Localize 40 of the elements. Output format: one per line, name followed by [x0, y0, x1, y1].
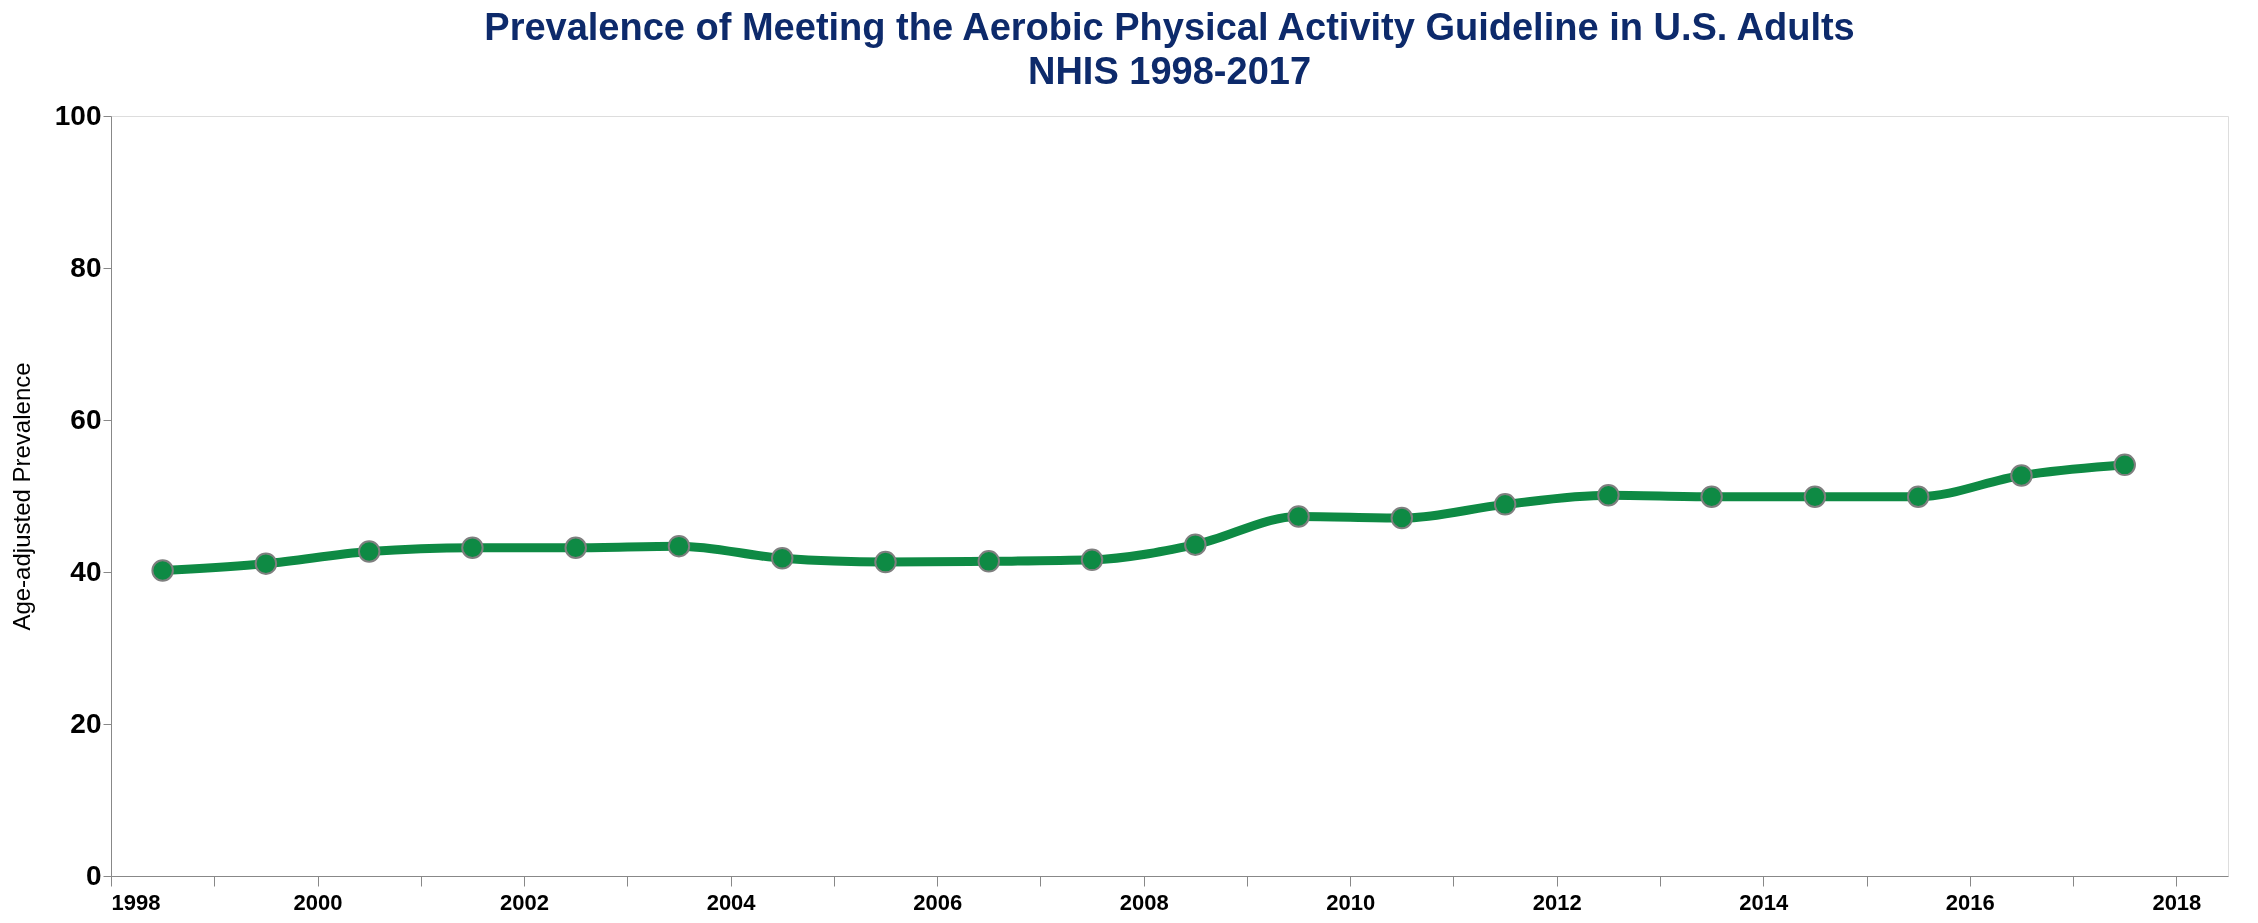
y-tick-label: 20: [70, 707, 102, 739]
point: [977, 550, 1001, 573]
point: [564, 536, 587, 559]
point: [254, 552, 278, 575]
point: [1493, 493, 1517, 516]
x-tick-label: 2008: [1119, 889, 1169, 915]
x-tick-label: 2018: [2152, 889, 2202, 915]
y-tick-label: 60: [70, 403, 102, 435]
x-tick-label: 1998: [111, 889, 161, 915]
point: [1597, 484, 1620, 507]
x-tick-label: 2016: [1945, 889, 1995, 915]
point: [1390, 506, 1414, 530]
point: [357, 540, 381, 563]
point: [1287, 505, 1310, 528]
x-tick-label: 2012: [1532, 889, 1582, 915]
point: [1906, 485, 1930, 508]
y-tick-label: 0: [85, 859, 102, 891]
y-tick-label: 100: [54, 99, 102, 131]
point: [874, 550, 897, 574]
point: [461, 536, 484, 559]
point: [151, 559, 174, 582]
point: [1803, 485, 1827, 508]
point: [1080, 548, 1104, 572]
x-tick-label: 2002: [500, 889, 550, 915]
x-tick-label: 2014: [1739, 889, 1790, 915]
chart-subtitle: NHIS 1998-2017: [1027, 50, 1312, 92]
chart-title: Prevalence of Meeting the Aerobic Physical Activity Guideline in U.S. Adults: [484, 6, 1855, 48]
point: [1184, 533, 1207, 556]
y-tick-label: 40: [70, 555, 102, 587]
point: [667, 534, 691, 558]
point: [2010, 464, 2033, 487]
point: [771, 547, 794, 570]
y-tick-label: 80: [70, 251, 102, 283]
point: [2113, 453, 2136, 477]
y-axis-title: Age-adjusted Prevalence: [7, 362, 35, 631]
x-tick-label: 2006: [913, 889, 963, 915]
x-tick-label: 2010: [1326, 889, 1376, 915]
point: [1700, 485, 1723, 508]
x-tick-label: 2004: [706, 889, 757, 915]
x-tick-label: 2000: [293, 889, 343, 915]
